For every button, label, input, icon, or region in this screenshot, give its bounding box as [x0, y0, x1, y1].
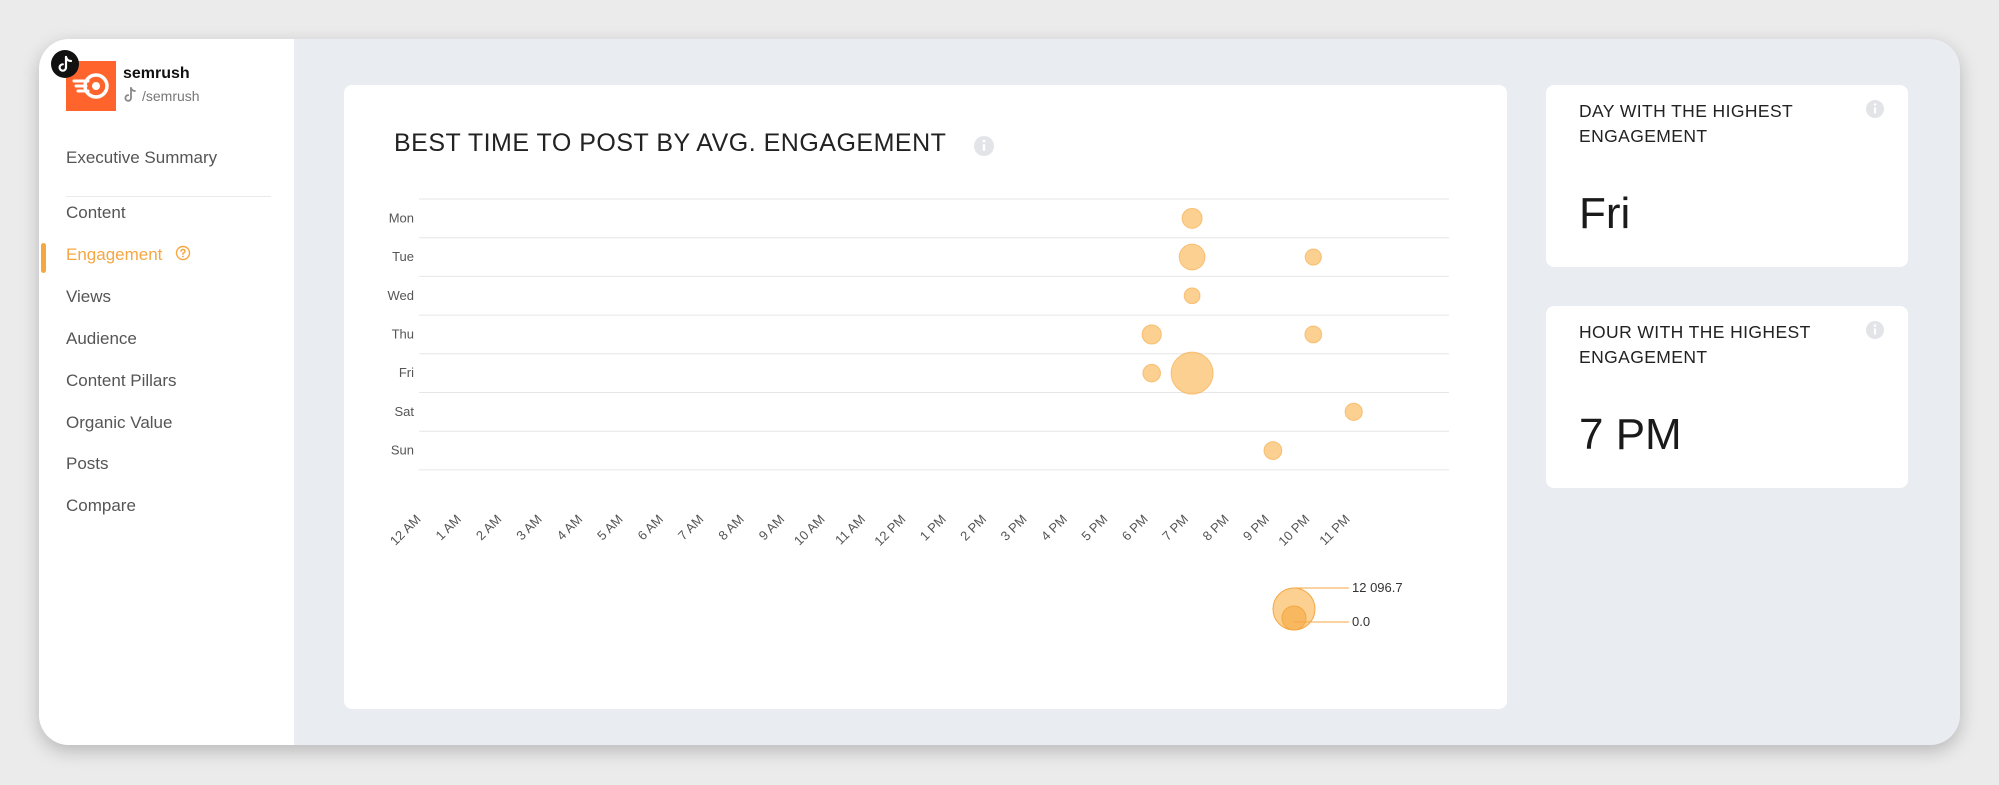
app-window: semrush /semrush Executive Summary Conte… [39, 39, 1960, 745]
nav-item-organic-value[interactable]: Organic Value [66, 411, 172, 435]
highest-hour-value: 7 PM [1579, 410, 1682, 459]
info-icon[interactable] [1865, 320, 1885, 345]
nav-item-label: Posts [66, 454, 109, 473]
x-tick-label: 9 PM [1240, 512, 1272, 544]
nav-item-label: Engagement [66, 245, 163, 264]
data-bubble [1170, 351, 1214, 395]
x-tick-label: 8 AM [715, 512, 747, 544]
help-circle-icon[interactable] [175, 244, 191, 268]
x-tick-label: 12 AM [387, 512, 424, 549]
x-tick-label: 2 AM [473, 512, 505, 544]
nav-divider [66, 196, 271, 197]
x-tick-label: 1 AM [432, 512, 464, 544]
x-tick-label: 11 AM [832, 512, 868, 548]
nav-item-audience[interactable]: Audience [66, 327, 137, 351]
nav-item-engagement[interactable]: Engagement [66, 243, 191, 267]
profile-header[interactable]: semrush /semrush [51, 50, 296, 117]
y-tick-label: Mon [389, 210, 414, 225]
data-bubble [1304, 325, 1323, 344]
y-tick-label: Sun [391, 443, 414, 458]
highest-day-card: DAY WITH THE HIGHEST ENGAGEMENT Fri [1546, 85, 1908, 267]
highest-day-value: Fri [1579, 189, 1631, 238]
y-tick-label: Fri [399, 365, 414, 380]
y-tick-label: Thu [392, 326, 414, 341]
data-bubble [1142, 363, 1162, 383]
account-handle: /semrush [142, 88, 200, 104]
data-bubble [1304, 248, 1322, 266]
sidebar: semrush /semrush Executive Summary Conte… [39, 39, 294, 745]
x-tick-label: 1 PM [917, 512, 949, 544]
highest-hour-card: HOUR WITH THE HIGHEST ENGAGEMENT 7 PM [1546, 306, 1908, 488]
nav-item-views[interactable]: Views [66, 285, 111, 309]
y-tick-label: Tue [392, 249, 414, 264]
nav-item-content-pillars[interactable]: Content Pillars [66, 369, 177, 393]
x-tick-label: 10 AM [791, 512, 828, 549]
x-tick-label: 3 AM [513, 512, 545, 544]
data-bubble [1263, 441, 1283, 460]
nav-item-label: Audience [66, 329, 137, 348]
size-legend-min-label: 0.0 [1352, 614, 1370, 629]
size-legend-max-label: 12 096.7 [1352, 580, 1403, 595]
x-tick-label: 7 PM [1159, 512, 1191, 544]
info-icon[interactable] [1865, 99, 1885, 124]
y-tick-label: Sat [394, 404, 414, 419]
active-nav-indicator [41, 243, 46, 273]
nav-item-compare[interactable]: Compare [66, 494, 136, 518]
tiktok-icon [123, 87, 137, 103]
info-icon[interactable] [973, 135, 995, 162]
nav-item-posts[interactable]: Posts [66, 452, 109, 476]
nav-item-label: Executive Summary [66, 148, 218, 167]
data-bubble [1178, 243, 1206, 271]
data-bubble [1183, 287, 1201, 305]
nav-item-content[interactable]: Content [66, 201, 126, 225]
size-legend-min-bubble [1281, 605, 1307, 631]
x-tick-label: 12 PM [871, 512, 908, 549]
bubble-chart: Mon Tue Wed Thu Fri Sat Sun 12 AM 1 AM 2 AM 3 AM 4 … [387, 198, 1449, 631]
y-tick-label: Wed [388, 288, 415, 303]
x-tick-label: 4 AM [554, 512, 586, 544]
x-tick-label: 4 PM [1038, 512, 1070, 544]
nav-item-label: Content Pillars [66, 371, 177, 390]
chart-title: BEST TIME TO POST BY AVG. ENGAGEMENT [394, 129, 947, 157]
x-tick-label: 5 AM [594, 512, 626, 544]
best-time-chart-panel: BEST TIME TO POST BY AVG. ENGAGEMENT Mon… [344, 85, 1507, 709]
x-tick-label: 7 AM [675, 512, 707, 544]
data-bubble [1141, 324, 1162, 345]
x-tick-label: 3 PM [998, 512, 1030, 544]
card-title: DAY WITH THE HIGHEST ENGAGEMENT [1579, 101, 1793, 146]
x-tick-label: 6 PM [1119, 512, 1151, 544]
tiktok-icon [51, 50, 79, 78]
data-bubble [1344, 402, 1363, 421]
account-name: semrush [123, 65, 190, 82]
x-tick-label: 8 PM [1200, 512, 1232, 544]
nav-item-label: Content [66, 203, 126, 222]
nav-item-executive-summary[interactable]: Executive Summary [66, 146, 217, 170]
x-tick-label: 2 PM [957, 512, 989, 544]
x-tick-label: 11 PM [1316, 512, 1352, 548]
nav-item-label: Views [66, 287, 112, 306]
card-title: HOUR WITH THE HIGHEST ENGAGEMENT [1579, 322, 1811, 367]
data-bubble [1181, 207, 1203, 229]
x-tick-label: 6 AM [634, 512, 666, 544]
x-tick-label: 9 AM [756, 512, 788, 544]
nav-item-label: Organic Value [66, 413, 173, 432]
x-tick-label: 10 PM [1275, 512, 1312, 549]
nav-item-label: Compare [66, 496, 136, 515]
x-tick-label: 5 PM [1078, 512, 1110, 544]
